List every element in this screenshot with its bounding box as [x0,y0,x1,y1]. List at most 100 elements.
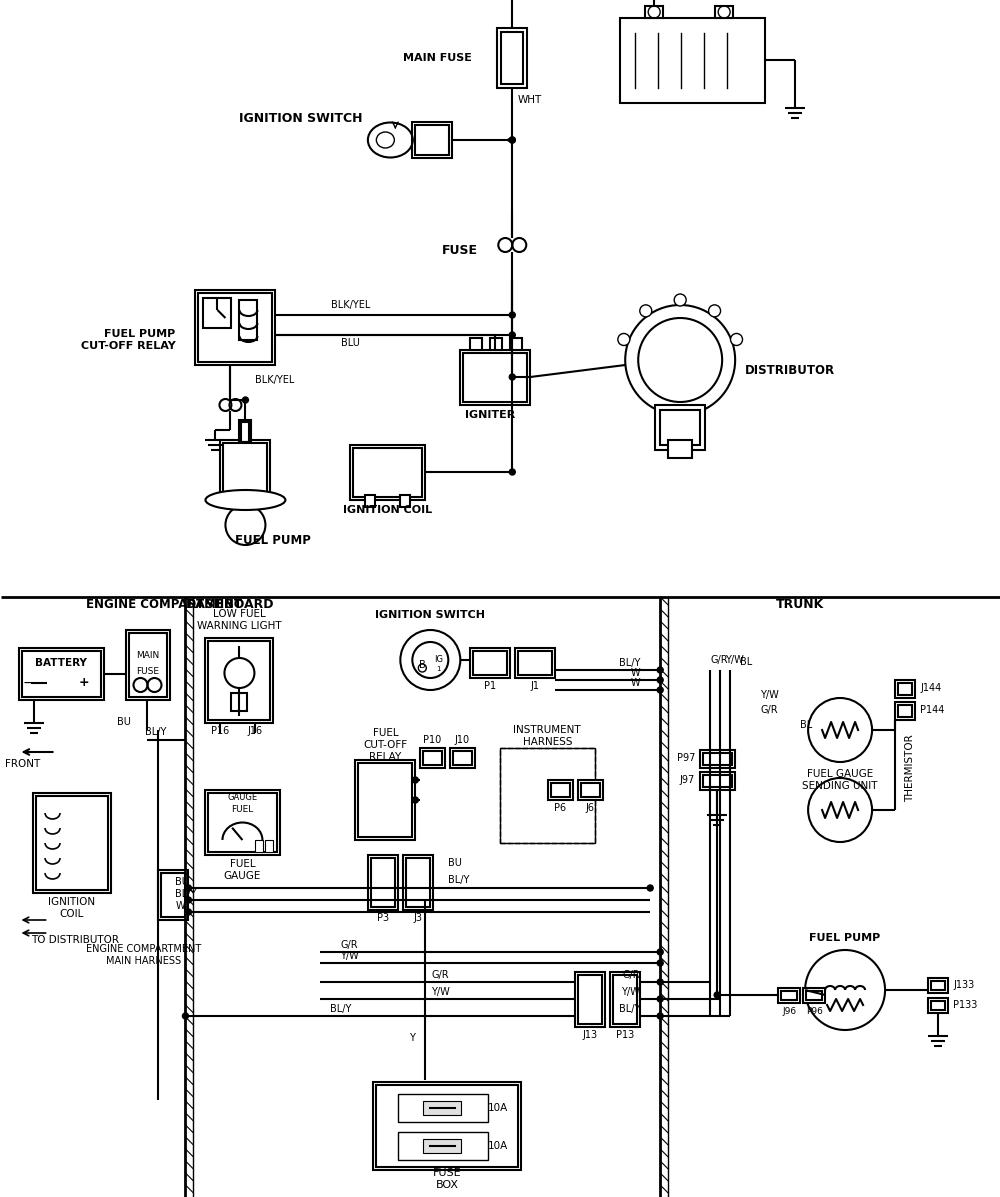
Bar [700,751,735,768]
Bar [898,683,912,695]
Text: 10A: 10A [488,1102,508,1113]
Bar [223,443,267,497]
Bar [931,982,945,990]
Text: IGNITION SWITCH: IGNITION SWITCH [375,610,485,620]
Circle shape [185,909,191,915]
Bar [551,783,570,797]
Bar [198,293,272,361]
Text: FUEL PUMP: FUEL PUMP [235,534,311,547]
Circle shape [657,687,663,693]
Bar [231,693,247,711]
Circle shape [412,777,418,783]
Bar [205,638,273,723]
Circle shape [657,1013,663,1019]
Bar [220,440,270,500]
Text: J16: J16 [248,727,263,736]
Circle shape [674,294,686,306]
Text: +: + [78,676,89,689]
Bar [660,411,700,445]
Circle shape [185,885,191,891]
Text: G/R: G/R [623,970,640,980]
Text: P1: P1 [484,681,496,691]
Text: BL/Y: BL/Y [145,727,166,737]
Bar [358,762,412,837]
Bar [403,855,433,910]
Bar [400,496,410,508]
Text: Y/W: Y/W [725,655,744,666]
Bar [610,972,640,1027]
Text: P6: P6 [554,803,566,813]
Text: G/R: G/R [760,705,778,715]
Bar [575,972,605,1027]
Bar [129,633,167,697]
Bar [895,680,915,698]
Circle shape [242,397,248,403]
Bar [350,445,425,500]
Circle shape [509,469,515,475]
Text: Y/W: Y/W [621,988,640,997]
Bar [578,976,602,1023]
Text: IG: IG [434,656,443,664]
Bar [376,1084,518,1167]
Bar [423,751,442,765]
Circle shape [182,1013,188,1019]
Bar [620,18,765,103]
Text: MAIN: MAIN [136,650,159,660]
Text: BLK/YEL: BLK/YEL [331,300,370,310]
Text: J10: J10 [455,735,470,745]
Text: DASHBOARD: DASHBOARD [186,598,275,612]
Circle shape [509,332,515,338]
Bar [490,338,502,350]
Text: P13: P13 [616,1029,634,1040]
Bar [126,630,170,700]
Circle shape [640,305,652,317]
Bar [806,991,822,999]
Bar [655,405,705,450]
Text: J1: J1 [531,681,540,691]
Text: P97: P97 [677,753,695,762]
Text: P96: P96 [806,1007,823,1015]
Text: FUEL PUMP: FUEL PUMP [809,932,881,943]
Bar [239,300,257,340]
Bar [33,792,111,893]
Circle shape [657,960,663,966]
Circle shape [185,897,191,903]
Bar [365,496,375,508]
Bar [412,122,452,158]
Text: P3: P3 [377,913,389,923]
Bar [423,1140,461,1153]
Circle shape [618,334,630,346]
Text: J96: J96 [782,1007,796,1015]
Bar [613,976,637,1023]
Bar [515,648,555,678]
Circle shape [709,305,721,317]
Text: BLU: BLU [341,338,360,348]
Bar [898,705,912,717]
Text: W: W [175,901,185,911]
Text: DISTRIBUTOR: DISTRIBUTOR [745,364,835,377]
Bar [578,780,603,800]
Text: BLK/YEL: BLK/YEL [255,375,295,385]
Bar [161,873,185,917]
Circle shape [714,992,720,998]
Text: MAIN FUSE: MAIN FUSE [403,53,472,63]
Bar [373,1082,521,1169]
Bar [460,350,530,405]
Text: BL: BL [800,721,812,730]
Bar [497,28,527,89]
Circle shape [509,373,515,379]
Circle shape [731,334,743,346]
Text: THERMISTOR: THERMISTOR [905,734,915,802]
Text: FUEL: FUEL [231,806,254,814]
Bar [36,796,108,891]
Text: P10: P10 [423,735,441,745]
Bar [518,651,552,675]
Bar [703,753,732,765]
Circle shape [657,678,663,683]
Text: FUEL GAUGE
SENDING UNIT: FUEL GAUGE SENDING UNIT [802,770,878,791]
Text: P16: P16 [211,727,230,736]
Text: BU: BU [117,717,131,727]
Bar [463,353,527,402]
Text: J97: J97 [680,774,695,785]
Bar [931,1001,945,1010]
